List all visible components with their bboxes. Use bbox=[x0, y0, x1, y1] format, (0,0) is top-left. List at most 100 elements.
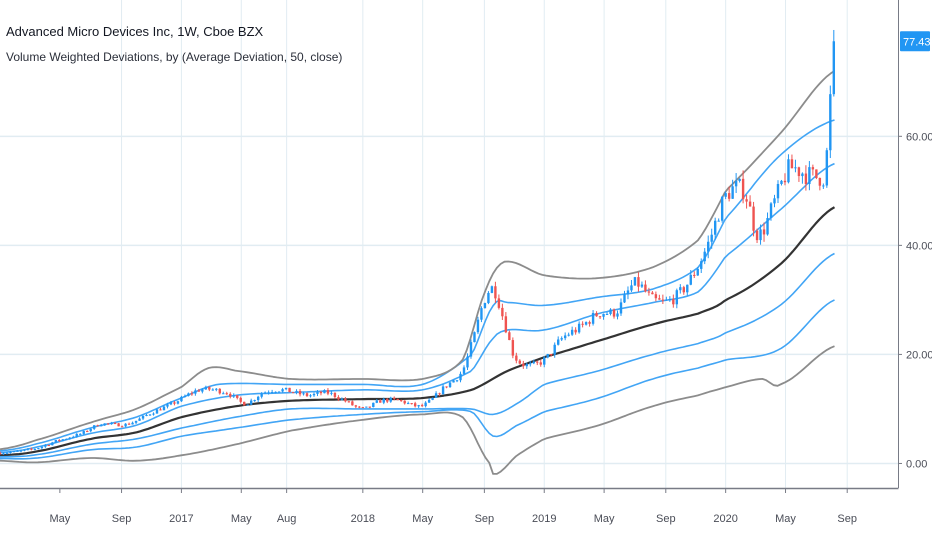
candle-body bbox=[344, 398, 347, 402]
indicator-legend[interactable]: Volume Weighted Deviations, by (Average … bbox=[6, 50, 343, 64]
candle-body bbox=[459, 373, 462, 381]
candle-body bbox=[633, 277, 637, 286]
candle-body bbox=[679, 287, 682, 291]
candle-body bbox=[804, 173, 808, 185]
candle-body bbox=[773, 198, 776, 204]
candle-body bbox=[113, 423, 117, 425]
candle-body bbox=[431, 397, 434, 400]
candle-body bbox=[448, 382, 452, 388]
candle-body bbox=[787, 159, 790, 183]
candle-body bbox=[668, 299, 672, 301]
candle-body bbox=[208, 386, 211, 390]
candle-body bbox=[584, 322, 588, 325]
candle-body bbox=[417, 405, 420, 407]
candle-body bbox=[808, 167, 811, 185]
candle-body bbox=[12, 450, 16, 453]
chart-title: Advanced Micro Devices Inc, 1W, Cboe BZX bbox=[6, 24, 264, 39]
candle-body bbox=[148, 414, 152, 416]
candle-body bbox=[190, 393, 194, 395]
candle-body bbox=[748, 201, 752, 207]
candle-body bbox=[236, 395, 239, 398]
candle-body bbox=[577, 323, 581, 333]
candle-body bbox=[696, 268, 699, 276]
candle-body bbox=[127, 423, 131, 425]
candle-body bbox=[759, 229, 762, 241]
candle-body bbox=[818, 178, 822, 186]
candle-body bbox=[640, 284, 644, 287]
candle-body bbox=[483, 303, 487, 309]
candle-body bbox=[536, 361, 539, 363]
candle-body bbox=[644, 284, 647, 292]
band-upper-2 bbox=[0, 119, 835, 452]
candle-body bbox=[361, 407, 365, 409]
candle-body bbox=[169, 402, 173, 405]
candle-body bbox=[187, 393, 190, 397]
candle-body bbox=[811, 167, 815, 170]
candle-body bbox=[79, 433, 82, 435]
candle-body bbox=[602, 313, 605, 317]
candle-body bbox=[595, 313, 598, 317]
candle-body bbox=[155, 409, 159, 414]
candle-body bbox=[529, 363, 532, 365]
candle-body bbox=[630, 285, 633, 291]
candle-body bbox=[672, 299, 675, 305]
candle-body bbox=[291, 392, 295, 394]
candle-body bbox=[89, 428, 92, 432]
candle-body bbox=[30, 448, 33, 450]
candle-body bbox=[382, 398, 385, 403]
candle-body bbox=[762, 229, 766, 235]
candle-body bbox=[58, 440, 61, 442]
candle-body bbox=[379, 400, 382, 403]
candle-body bbox=[117, 423, 120, 427]
candle-body bbox=[316, 391, 319, 394]
candle-body bbox=[61, 439, 64, 441]
candle-body bbox=[99, 425, 103, 427]
candle-body bbox=[340, 398, 344, 400]
candle-body bbox=[612, 309, 616, 317]
candle-body bbox=[675, 290, 679, 305]
deviation-bands bbox=[0, 70, 836, 475]
candle-body bbox=[766, 218, 769, 235]
candle-body bbox=[249, 400, 253, 405]
candle-body bbox=[556, 339, 560, 345]
candle-body bbox=[152, 413, 155, 415]
candle-body bbox=[40, 446, 44, 449]
band-upper-3 bbox=[0, 70, 835, 451]
candle-body bbox=[312, 393, 316, 396]
candle-body bbox=[710, 234, 713, 242]
band-lower-1 bbox=[0, 252, 835, 458]
price-tick-label: 0.00 bbox=[906, 458, 927, 470]
candle-body bbox=[243, 401, 246, 406]
candle-body bbox=[560, 338, 563, 340]
candle-body bbox=[131, 422, 134, 425]
candle-body bbox=[173, 402, 176, 404]
candle-body bbox=[546, 354, 549, 358]
candle-body bbox=[277, 391, 281, 393]
candle-body bbox=[386, 398, 389, 402]
candle-body bbox=[138, 418, 141, 421]
candle-body bbox=[305, 393, 309, 396]
candle-body bbox=[832, 41, 836, 95]
candlesticks bbox=[0, 29, 836, 455]
candle-body bbox=[825, 150, 829, 186]
candle-body bbox=[466, 356, 469, 368]
time-tick-label: 2017 bbox=[169, 513, 193, 525]
candle-body bbox=[333, 392, 337, 398]
candle-body bbox=[455, 380, 459, 382]
time-tick-label: May bbox=[594, 513, 615, 525]
candle-body bbox=[267, 392, 270, 394]
candle-body bbox=[319, 391, 323, 394]
candle-body bbox=[755, 230, 759, 241]
time-tick-label: Sep bbox=[475, 513, 495, 525]
candle-body bbox=[0, 452, 2, 455]
candle-body bbox=[591, 313, 595, 324]
candle-body bbox=[26, 448, 30, 450]
candle-body bbox=[68, 437, 71, 439]
candle-body bbox=[720, 196, 724, 221]
time-tick-label: 2018 bbox=[351, 513, 375, 525]
candle-body bbox=[738, 178, 741, 181]
candle-body bbox=[16, 450, 19, 452]
candle-body bbox=[323, 390, 326, 394]
